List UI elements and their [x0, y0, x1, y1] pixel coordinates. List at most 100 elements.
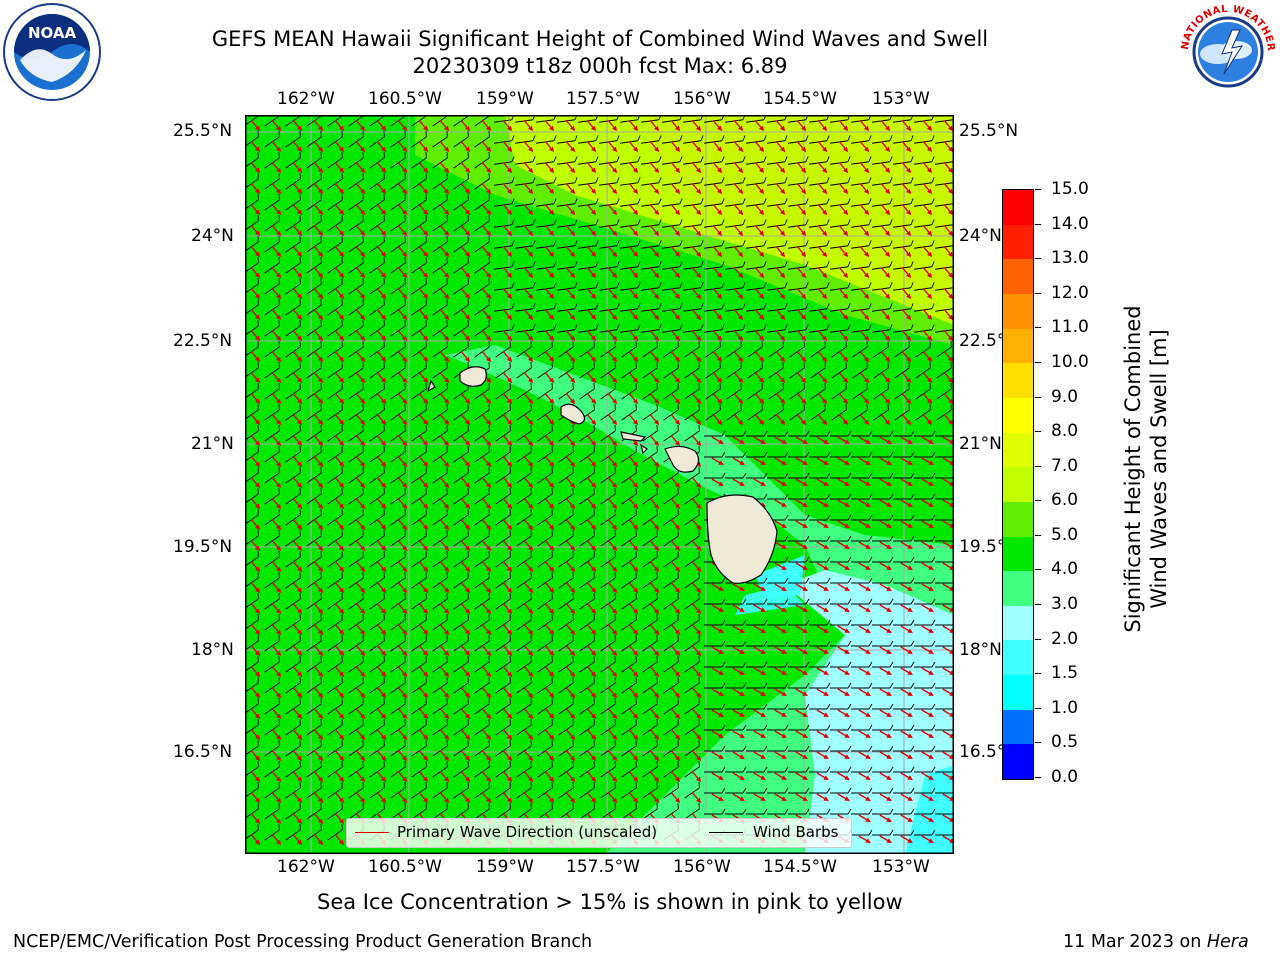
wave-direction-arrow — [565, 161, 576, 174]
wind-barb — [851, 430, 873, 437]
wave-direction-arrow — [565, 140, 576, 153]
wave-direction-arrow — [607, 119, 618, 132]
wave-direction-arrow — [460, 161, 471, 174]
colorbar-segment — [1003, 744, 1033, 779]
noaa-logo: NOAA — [2, 2, 102, 102]
colorbar-ticks: 15.0 14.0 13.0 12.0 11.0 10.0 9.0 8.0 7.0 6.0 5.0 4… — [1035, 179, 1095, 787]
wind-barb — [893, 829, 915, 836]
wave-direction-arrow — [292, 182, 303, 195]
wind-barb — [746, 640, 768, 647]
wave-direction-arrow — [859, 119, 870, 132]
wind-barb — [725, 661, 747, 668]
wind-barb — [788, 703, 810, 710]
wind-barb — [830, 808, 852, 815]
wave-direction-arrow — [292, 203, 303, 216]
colorbar-tick-mark — [1035, 777, 1041, 778]
wind-barb — [746, 430, 768, 437]
wind-barb — [872, 577, 894, 584]
wave-direction-arrow — [712, 203, 723, 216]
wave-direction-arrow — [943, 119, 954, 132]
wind-barb — [893, 787, 915, 794]
wave-direction-arrow — [586, 182, 597, 195]
wind-barb — [788, 451, 810, 458]
wave-height-map — [245, 115, 954, 854]
wind-barb — [788, 472, 810, 479]
wave-direction-arrow — [880, 161, 891, 174]
wave-direction-arrow — [250, 119, 261, 132]
wind-barb — [893, 514, 915, 521]
wave-direction-arrow — [502, 140, 513, 153]
footer-date: 11 Mar 2023 on Hera — [1063, 932, 1249, 952]
colorbar-segment — [1003, 501, 1033, 537]
wind-barb — [809, 808, 831, 815]
wave-direction-arrow — [565, 203, 576, 216]
wave-direction-arrow — [292, 140, 303, 153]
map-title-line2: 20230309 t18z 000h fcst Max: 6.89 — [412, 54, 788, 78]
wave-direction-arrow — [523, 161, 534, 174]
wave-direction-arrow — [250, 161, 261, 174]
wind-barb — [914, 472, 936, 479]
wave-direction-arrow — [922, 161, 933, 174]
wind-barb — [725, 724, 747, 731]
wave-direction-arrow — [418, 140, 429, 153]
wave-direction-arrow — [502, 161, 513, 174]
wind-barb — [809, 430, 831, 437]
wave-direction-arrow — [376, 119, 387, 132]
wind-barb — [851, 724, 873, 731]
wind-barb — [893, 598, 915, 605]
lat-tick-left: 19.5°N — [173, 537, 233, 557]
colorbar-segment — [1003, 397, 1033, 433]
wind-barb — [914, 430, 936, 437]
lat-tick-right: 25.5°N — [959, 121, 1019, 141]
colorbar-tick-mark — [1035, 742, 1041, 744]
wave-direction-arrow — [817, 140, 828, 153]
wind-barb — [872, 745, 894, 752]
wind-barb — [893, 766, 915, 773]
lat-tick-left: 21°N — [191, 434, 234, 454]
wind-barb — [767, 787, 789, 794]
wave-direction-arrow — [838, 161, 849, 174]
wave-direction-arrow — [922, 119, 933, 132]
wind-barb — [872, 661, 894, 668]
lon-tick-top: 156°W — [673, 89, 731, 109]
colorbar-segment — [1003, 259, 1033, 295]
wind-barb — [746, 766, 768, 773]
wind-barb — [872, 493, 894, 500]
wind-barb — [788, 556, 810, 563]
wave-direction-arrow — [754, 140, 765, 153]
wave-direction-arrow — [691, 182, 702, 195]
colorbar — [1002, 189, 1034, 780]
wave-direction-arrow — [670, 140, 681, 153]
wind-barb — [872, 703, 894, 710]
colorbar-tick-mark — [1035, 604, 1041, 606]
colorbar-tick-mark — [1035, 638, 1041, 640]
wind-barb — [830, 619, 852, 626]
colorbar-tick-mark — [1035, 673, 1041, 675]
colorbar-tick-label: 15.0 — [1051, 179, 1089, 199]
colorbar-segment — [1003, 190, 1033, 225]
wave-direction-arrow — [901, 182, 912, 195]
wind-barb — [704, 472, 726, 479]
lon-tick-bottom: 162°W — [277, 857, 335, 877]
wave-direction-arrow — [754, 182, 765, 195]
wave-direction-arrow — [817, 161, 828, 174]
wave-direction-arrow — [460, 140, 471, 153]
wind-barb — [893, 619, 915, 626]
wind-barb — [767, 640, 789, 647]
wind-barb — [851, 619, 873, 626]
wave-direction-arrow — [376, 161, 387, 174]
wave-direction-arrow — [628, 203, 639, 216]
wind-barb — [788, 808, 810, 815]
wave-direction-arrow — [775, 182, 786, 195]
map-title-line1: GEFS MEAN Hawaii Significant Height of C… — [211, 27, 989, 51]
wind-barb — [914, 682, 936, 689]
wave-direction-arrow — [733, 182, 744, 195]
wind-barb — [704, 703, 726, 710]
colorbar-tick-mark — [1035, 258, 1041, 260]
colorbar-tick-label: 0.5 — [1051, 732, 1079, 753]
lon-tick-top: 159°W — [476, 89, 534, 109]
wave-direction-arrow — [733, 161, 744, 174]
wind-barb — [830, 787, 852, 794]
colorbar-tick-label: 3.0 — [1051, 594, 1079, 615]
wind-barb — [788, 640, 810, 647]
